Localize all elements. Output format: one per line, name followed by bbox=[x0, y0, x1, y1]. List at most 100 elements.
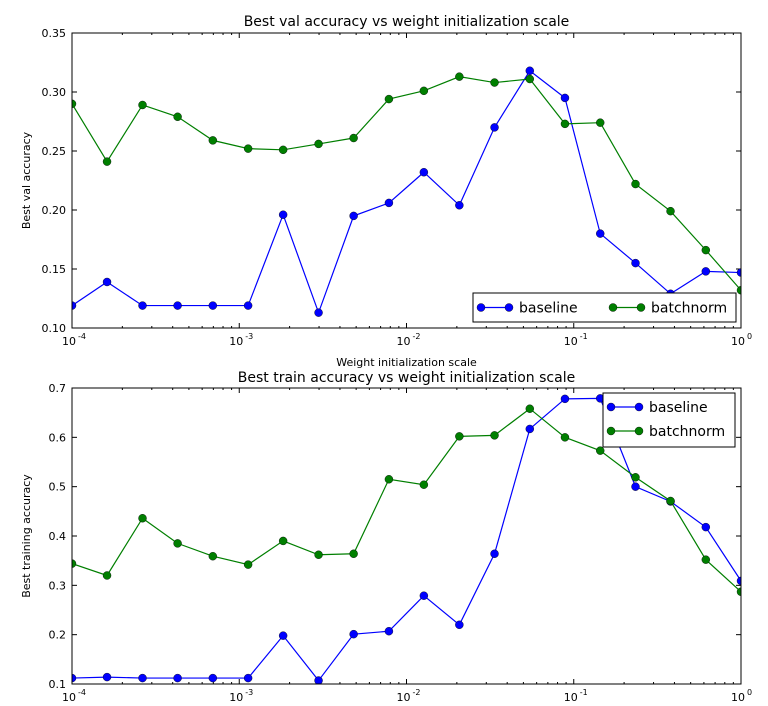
data-point-batchnorm bbox=[631, 179, 640, 189]
y-tick-label: 0.7 bbox=[49, 382, 67, 395]
data-point-batchnorm bbox=[736, 286, 741, 295]
y-tick-label: 0.5 bbox=[49, 481, 67, 494]
data-point-batchnorm bbox=[736, 587, 741, 596]
data-point-baseline bbox=[314, 676, 323, 684]
x-tick-label-base: 10 bbox=[397, 691, 411, 704]
data-point-baseline bbox=[419, 168, 429, 177]
legend-item-baseline: baseline bbox=[476, 301, 578, 317]
data-point-baseline bbox=[349, 211, 358, 221]
data-point-baseline bbox=[631, 482, 640, 491]
legend: baseline batchnorm bbox=[472, 292, 737, 323]
x-tick-label: 10 -1 bbox=[564, 688, 588, 704]
plot-frame bbox=[71, 32, 742, 329]
x-tick-label-base: 10 bbox=[731, 335, 745, 348]
data-point-batchnorm bbox=[560, 119, 570, 129]
x-tick-label-base: 10 bbox=[564, 691, 578, 704]
legend-marker bbox=[504, 303, 514, 312]
x-tick-label: 10 0 bbox=[731, 688, 752, 704]
data-point-batchnorm bbox=[208, 552, 218, 561]
subplot-2: Best train accuracy vs weight initializa… bbox=[20, 370, 752, 704]
y-tick-label: 0.1 bbox=[49, 678, 67, 691]
x-axis-label: Weight initialization scale bbox=[336, 356, 477, 369]
plot-frame bbox=[71, 387, 742, 685]
legend-item-baseline: baseline bbox=[606, 400, 708, 416]
legend-item-batchnorm: batchnorm bbox=[608, 301, 727, 317]
y-axis-label: Best training accuracy bbox=[20, 474, 33, 598]
data-point-baseline bbox=[384, 627, 394, 636]
data-point-baseline bbox=[560, 394, 570, 404]
data-point-batchnorm bbox=[490, 78, 499, 87]
data-point-batchnorm bbox=[384, 475, 394, 484]
data-point-baseline bbox=[490, 549, 499, 558]
data-point-baseline bbox=[455, 620, 464, 629]
data-point-batchnorm bbox=[314, 550, 323, 559]
x-tick-label-base: 10 bbox=[564, 335, 578, 348]
data-point-baseline bbox=[102, 672, 112, 682]
data-point-baseline bbox=[208, 673, 218, 683]
data-point-batchnorm bbox=[243, 560, 253, 569]
data-point-batchnorm bbox=[596, 118, 605, 127]
legend-marker bbox=[636, 303, 646, 312]
data-point-baseline bbox=[525, 424, 534, 434]
legend-marker bbox=[476, 303, 486, 312]
series-batchnorm bbox=[72, 72, 741, 295]
y-tick-label: 0.15 bbox=[42, 263, 67, 276]
data-point-baseline bbox=[384, 198, 394, 208]
data-point-baseline bbox=[138, 673, 147, 683]
legend: baseline batchnorm bbox=[602, 392, 736, 448]
y-tick-label: 0.10 bbox=[42, 322, 67, 335]
y-axis-label: Best val accuracy bbox=[20, 131, 33, 229]
legend-label: baseline bbox=[649, 400, 708, 416]
chart-title: Best val accuracy vs weight initializati… bbox=[244, 14, 570, 30]
subplot-1: Best val accuracy vs weight initializati… bbox=[20, 14, 752, 369]
data-point-batchnorm bbox=[314, 139, 323, 149]
series-line-batchnorm bbox=[72, 76, 741, 291]
x-tick-label-exponent: 0 bbox=[747, 332, 752, 341]
y-tick-label: 0.30 bbox=[42, 86, 67, 99]
data-point-batchnorm bbox=[631, 473, 640, 482]
data-point-batchnorm bbox=[419, 480, 429, 489]
data-point-batchnorm bbox=[490, 431, 499, 440]
x-tick-label: 10 -3 bbox=[229, 688, 253, 704]
series-line-baseline bbox=[72, 397, 741, 682]
data-point-batchnorm bbox=[666, 206, 675, 216]
series-batchnorm bbox=[72, 404, 741, 596]
x-tick-label-exponent: -3 bbox=[245, 688, 253, 697]
legend-marker bbox=[606, 402, 616, 412]
data-point-baseline bbox=[490, 123, 499, 132]
x-tick-label: 10 -3 bbox=[229, 332, 253, 348]
legend-label: baseline bbox=[519, 301, 578, 317]
x-tick-label-base: 10 bbox=[731, 691, 745, 704]
x-tick-label: 10 -4 bbox=[62, 332, 86, 348]
x-tick-label-base: 10 bbox=[229, 691, 243, 704]
x-tick-label-exponent: -4 bbox=[78, 688, 86, 697]
legend-marker bbox=[634, 402, 644, 412]
data-point-batchnorm bbox=[525, 404, 534, 413]
data-point-batchnorm bbox=[384, 94, 394, 104]
data-point-batchnorm bbox=[102, 157, 112, 166]
data-point-batchnorm bbox=[349, 549, 358, 558]
data-point-baseline bbox=[208, 301, 218, 310]
x-tick-label-base: 10 bbox=[229, 335, 243, 348]
data-point-batchnorm bbox=[455, 72, 464, 81]
data-point-batchnorm bbox=[701, 555, 711, 564]
x-tick-label: 10 -2 bbox=[397, 332, 421, 348]
data-point-baseline bbox=[173, 301, 182, 310]
data-point-baseline bbox=[701, 522, 711, 532]
x-tick-label: 10 -4 bbox=[62, 688, 86, 704]
series-line-baseline bbox=[72, 69, 741, 315]
x-tick-label-exponent: -4 bbox=[78, 332, 86, 341]
data-point-batchnorm bbox=[173, 112, 182, 121]
y-tick-label: 0.6 bbox=[49, 431, 67, 444]
data-point-baseline bbox=[243, 301, 253, 310]
x-tick-label-exponent: -2 bbox=[413, 332, 421, 341]
data-point-batchnorm bbox=[419, 86, 429, 96]
data-point-baseline bbox=[736, 576, 741, 586]
data-point-batchnorm bbox=[666, 496, 675, 506]
legend-marker bbox=[608, 303, 618, 312]
data-point-batchnorm bbox=[278, 145, 288, 155]
data-point-baseline bbox=[72, 301, 77, 310]
data-point-baseline bbox=[560, 93, 570, 103]
x-tick-label-base: 10 bbox=[397, 335, 411, 348]
